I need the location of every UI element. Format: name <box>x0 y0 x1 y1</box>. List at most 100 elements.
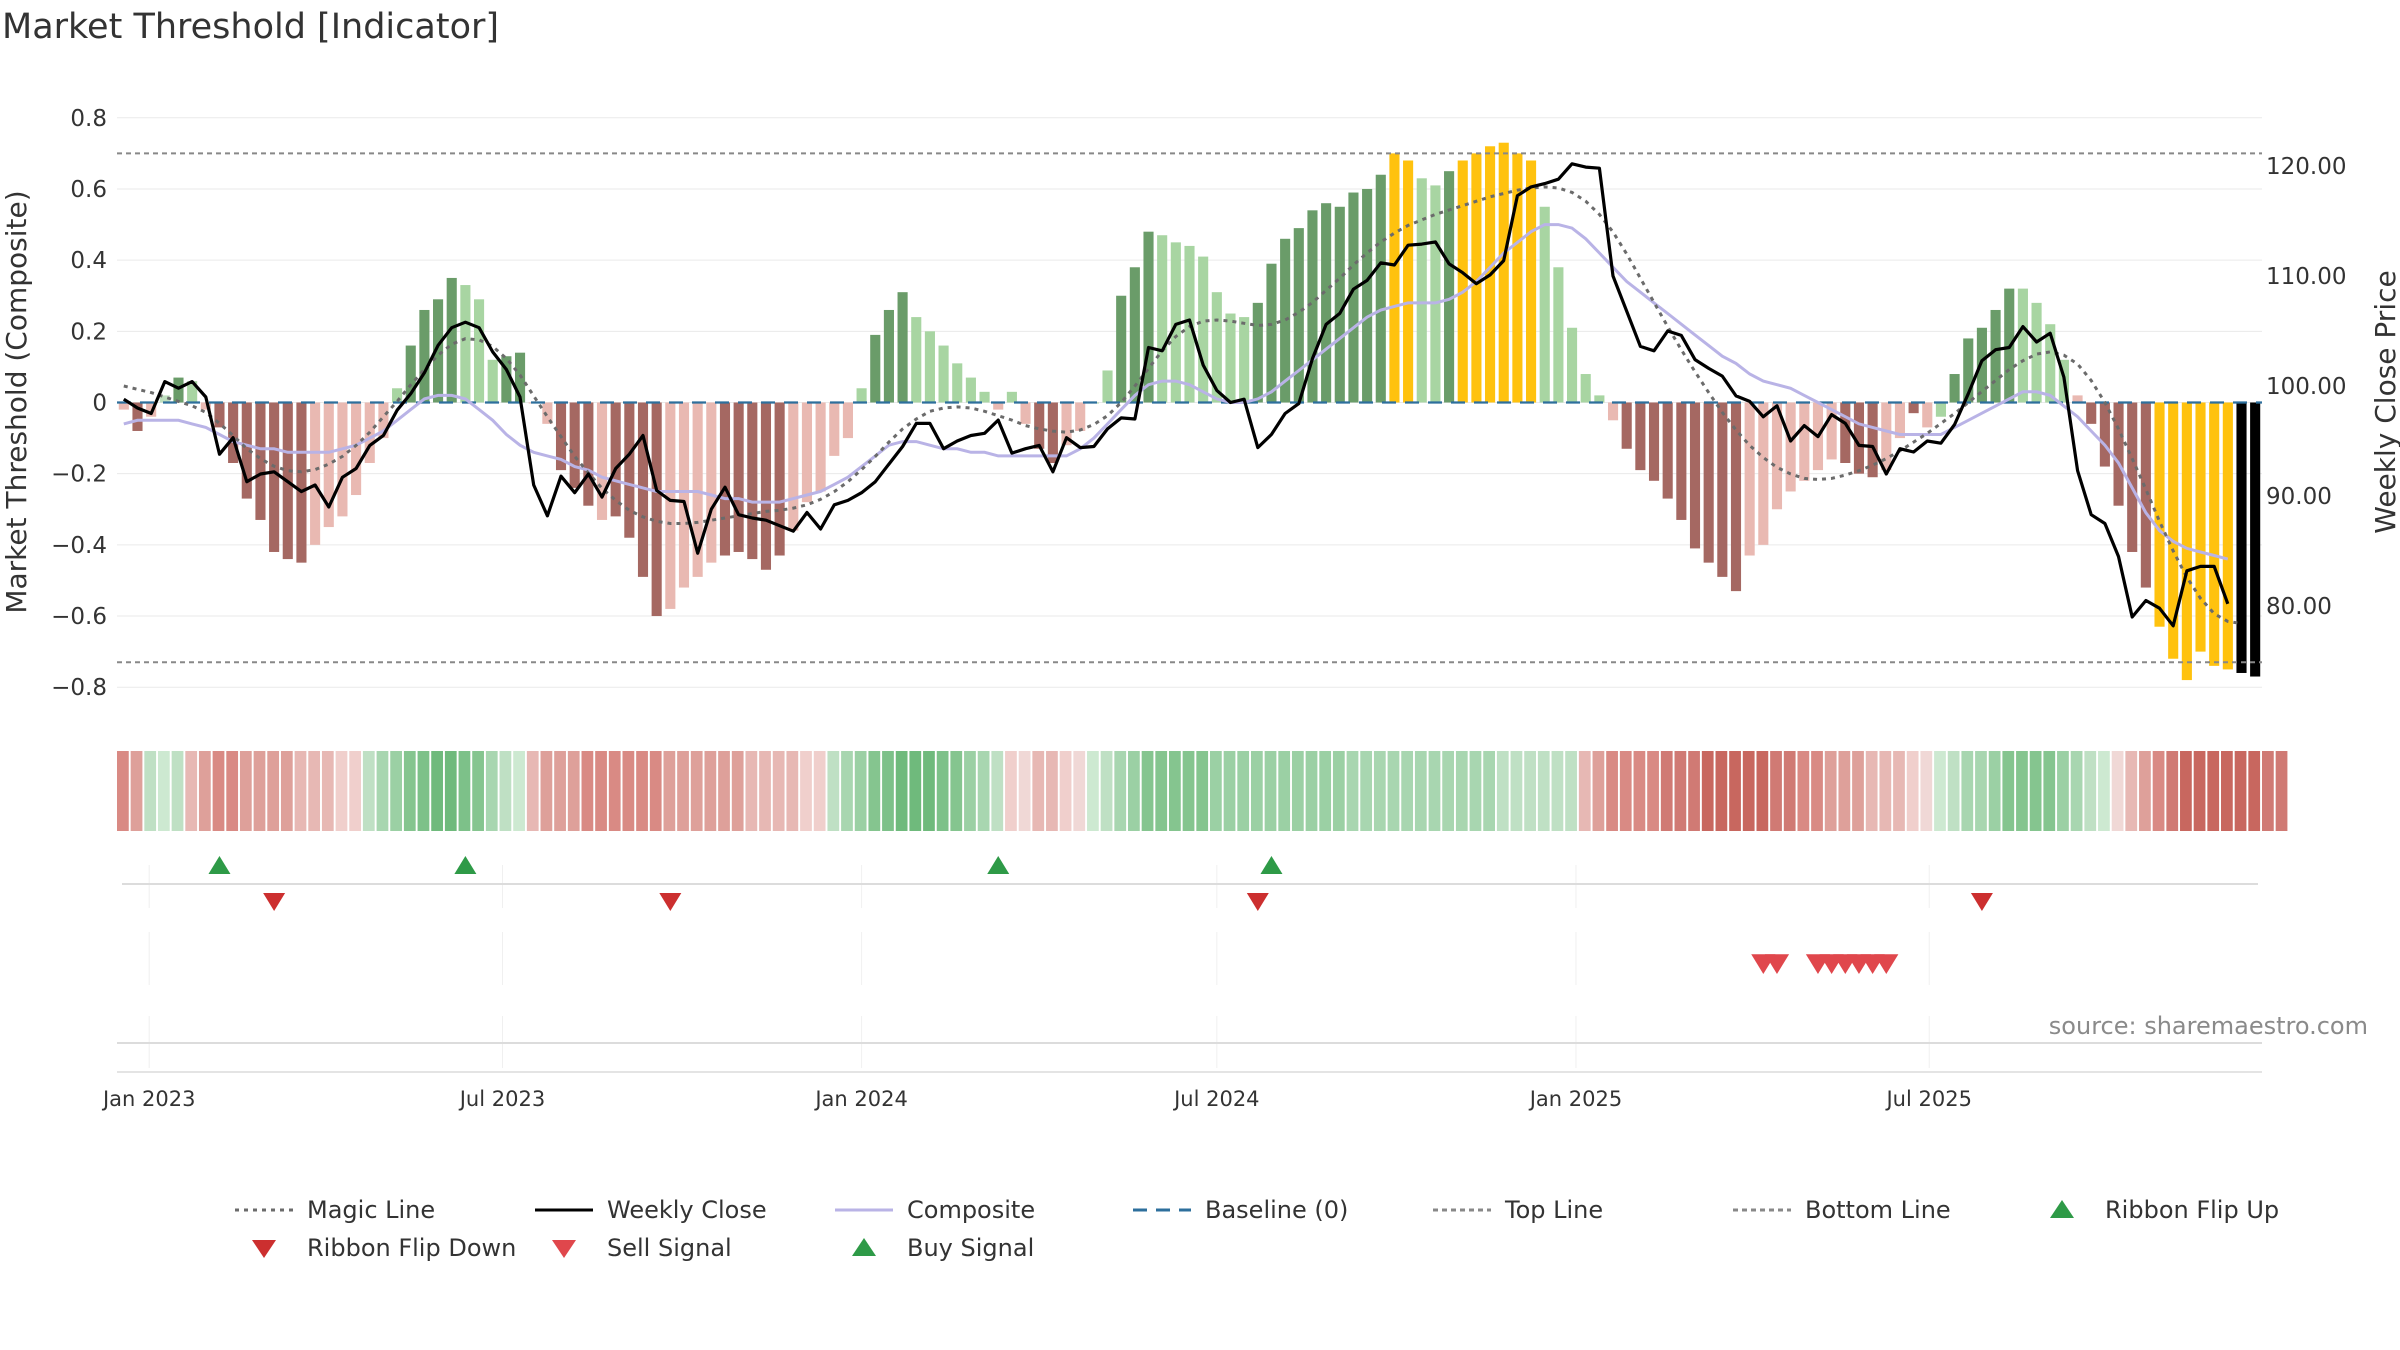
composite-bar <box>460 285 471 403</box>
composite-bar <box>1430 185 1441 403</box>
composite-bar <box>774 402 785 556</box>
y-tick-label-left: −0.2 <box>51 462 107 488</box>
composite-bar <box>1689 402 1701 549</box>
composite-bar <box>1498 142 1509 403</box>
ribbon-cell <box>964 751 976 831</box>
composite-bar <box>637 402 649 577</box>
legend-label-top-line: Top Line <box>1504 1196 1603 1224</box>
composite-bar <box>255 402 266 520</box>
composite-bar <box>2113 402 2124 506</box>
x-tick-label: Jul 2025 <box>1884 1087 1971 1111</box>
composite-bar <box>433 299 444 403</box>
ribbon-cell <box>1032 751 1045 831</box>
composite-bar <box>924 331 935 403</box>
composite-bar <box>1539 206 1550 403</box>
composite-bar <box>897 292 908 403</box>
ribbon-flip-down-marker <box>659 893 682 911</box>
ribbon-cell <box>376 751 389 831</box>
composite-bar <box>351 402 362 496</box>
composite-bar <box>842 402 853 439</box>
ribbon-cell <box>1797 751 1810 831</box>
composite-bar <box>2168 402 2179 659</box>
ribbon-cell <box>1483 751 1495 831</box>
composite-bar <box>200 402 211 410</box>
x-tick-label: Jan 2025 <box>1528 1087 1623 1111</box>
ribbon-cell <box>2084 751 2097 831</box>
composite-bar <box>815 402 826 492</box>
composite-bar <box>1963 338 1974 403</box>
composite-bar <box>1744 402 1755 556</box>
ribbon-cell <box>1360 751 1373 831</box>
y-tick-label-left: −0.6 <box>51 604 107 630</box>
magic-line <box>123 185 2242 626</box>
ribbon-cell <box>1155 751 1168 831</box>
x-axis-ticks: Jan 2023 Jul 2023 Jan 2024 Jul 2024 Jan 2025… <box>101 1087 1972 1111</box>
legend-label-weekly-close: Weekly Close <box>607 1196 767 1224</box>
composite-bar <box>1225 313 1236 403</box>
ribbon-cell <box>349 751 362 831</box>
ribbon-cell <box>130 751 143 831</box>
composite-bar <box>760 402 772 570</box>
composite-bar <box>747 402 758 560</box>
ribbon-cell <box>2139 751 2151 831</box>
composite-bar <box>542 402 553 424</box>
ribbon-cell <box>1824 751 1837 831</box>
ribbon-cell <box>1496 751 1509 831</box>
composite-bar <box>1853 402 1865 474</box>
composite-bar <box>118 402 129 410</box>
ribbon-cell <box>294 751 307 831</box>
ribbon-cell <box>923 751 935 831</box>
ribbon-cell <box>1524 751 1536 831</box>
composite-bar <box>1252 302 1263 403</box>
ribbon-cell <box>2016 751 2028 831</box>
right-axis-title: Weekly Close Price <box>2369 270 2400 533</box>
composite-bar <box>2017 288 2028 403</box>
ribbon-cell <box>1893 751 1905 831</box>
y-axis-ticks: 0.8 0.6 0.4 0.2 0 −0.2 −0.4 −0.6 −0.8 120.00 110.0… <box>51 106 2346 701</box>
composite-bar <box>610 402 621 517</box>
ribbon-cell <box>1879 751 1892 831</box>
ribbon-cell <box>1401 751 1414 831</box>
ribbon-cell <box>253 751 266 831</box>
ribbon-cell <box>1565 751 1577 831</box>
composite-bar <box>378 402 389 439</box>
composite-bar <box>1703 402 1714 563</box>
composite-bar <box>1211 292 1222 403</box>
weekly-close-line <box>122 162 2230 628</box>
ribbon-cell <box>458 751 471 831</box>
ribbon-cell <box>2248 751 2261 831</box>
left-axis-title: Market Threshold (Composite) <box>0 190 33 613</box>
composite-bar <box>1006 391 1017 403</box>
ribbon-cell <box>1606 751 1618 831</box>
composite-bar <box>446 277 457 403</box>
ribbon-cell <box>636 751 648 831</box>
ribbon-cell <box>1141 751 1154 831</box>
ribbon-cell <box>567 751 580 831</box>
composite-bar <box>678 402 690 588</box>
ribbon-cell <box>2111 751 2124 831</box>
composite-bar <box>173 377 184 403</box>
ribbon-cell <box>1005 751 1017 831</box>
ribbon-cell <box>1906 751 1919 831</box>
ribbon-cell <box>1209 751 1222 831</box>
ribbon-cell <box>280 751 293 831</box>
composite-bar <box>2195 402 2206 652</box>
ribbon-cell <box>622 751 635 831</box>
ribbon-cell <box>1688 751 1700 831</box>
ribbon-cell <box>1742 751 1755 831</box>
legend-swatch-ribbon-flip-down <box>252 1240 276 1258</box>
series-lines <box>117 152 2262 664</box>
composite-bar <box>405 345 416 403</box>
ribbon-cell <box>239 751 252 831</box>
composite-bar <box>938 345 949 403</box>
ribbon-cell <box>1278 751 1291 831</box>
composite-bar <box>241 402 252 499</box>
legend-swatch-ribbon-flip-up <box>2050 1200 2074 1218</box>
ribbon-cell <box>2029 751 2042 831</box>
ribbon-cell <box>759 751 771 831</box>
composite-bar <box>1949 374 1960 403</box>
ribbon-cell <box>1319 751 1332 831</box>
composite-bar <box>2250 402 2261 677</box>
ribbon-cell <box>226 751 239 831</box>
composite-bar <box>1444 171 1455 403</box>
